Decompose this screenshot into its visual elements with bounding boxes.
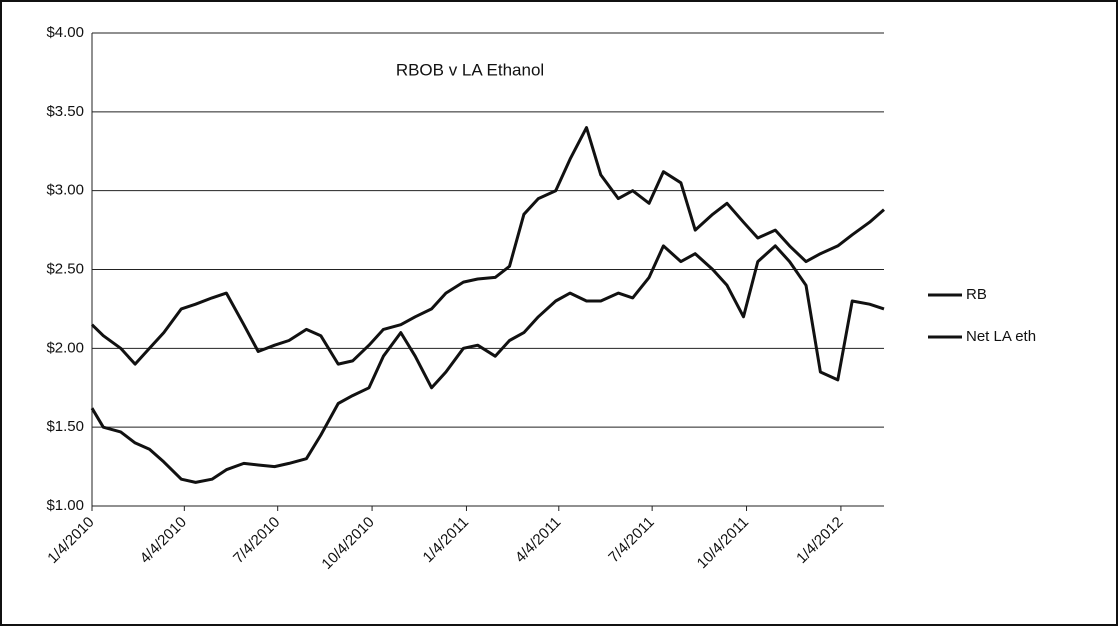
chart-title: RBOB v LA Ethanol <box>396 60 544 79</box>
y-tick-label: $1.50 <box>46 418 84 435</box>
y-tick-label: $4.00 <box>46 24 84 41</box>
x-tick-label: 10/4/2011 <box>694 514 752 572</box>
y-tick-label: $2.50 <box>46 260 84 277</box>
x-tick-label: 7/4/2010 <box>230 514 283 567</box>
y-tick-label: $2.00 <box>46 339 84 356</box>
y-tick-label: $1.00 <box>46 497 84 514</box>
legend-label: RB <box>966 286 987 303</box>
x-tick-label: 4/4/2011 <box>512 514 565 567</box>
x-tick-label: 7/4/2011 <box>605 514 658 567</box>
legend-label: Net LA eth <box>966 328 1036 345</box>
x-tick-label: 10/4/2010 <box>318 514 377 573</box>
y-tick-label: $3.00 <box>46 182 84 199</box>
x-tick-label: 1/4/2012 <box>793 514 846 567</box>
x-tick-label: 1/4/2010 <box>44 514 97 567</box>
series-line <box>90 126 885 366</box>
x-tick-label: 4/4/2010 <box>137 514 190 567</box>
y-tick-label: $3.50 <box>46 103 84 120</box>
x-tick-label: 1/4/2011 <box>420 514 473 567</box>
series-line <box>90 244 885 484</box>
